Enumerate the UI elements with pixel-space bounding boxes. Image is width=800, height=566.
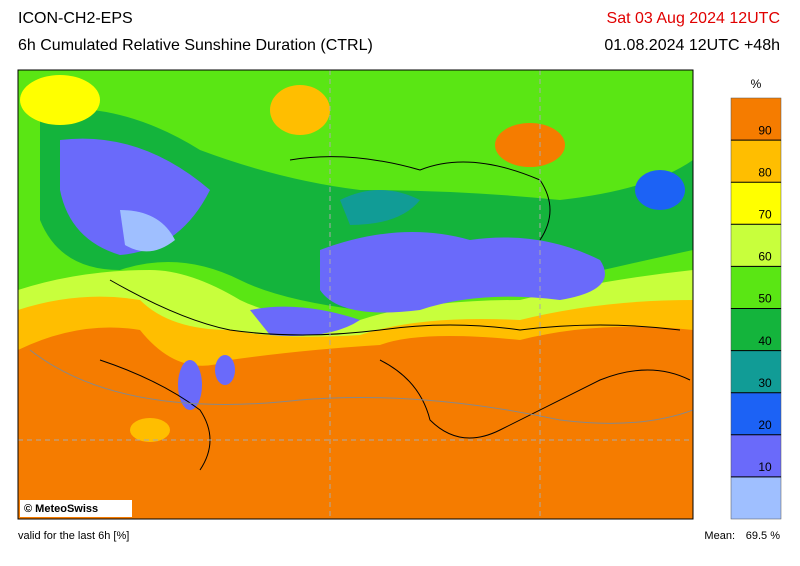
footer-note: valid for the last 6h [%] [18, 530, 129, 542]
colorbar-tick-label: 90 [758, 123, 772, 137]
colorbar-tick-label: 20 [758, 418, 772, 432]
model-title: ICON-CH2-EPS [18, 10, 133, 27]
run-info: 01.08.2024 12UTC +48h [604, 37, 780, 54]
colorbar-bin [730, 224, 782, 267]
colorbar-bin [730, 434, 782, 478]
colorbar-tick-label: 60 [758, 250, 772, 264]
colorbar: % 10 20 30 40 50 60 70 80 90 [730, 77, 782, 520]
colorbar-bin [730, 139, 782, 183]
colorbar-bin [730, 350, 782, 393]
map: © MeteoSwiss [17, 69, 694, 520]
colorbar-bin [730, 476, 782, 520]
colorbar-bin [730, 266, 782, 309]
colorbar-tick-label: 30 [758, 376, 772, 390]
mean-value: 69.5 % [746, 530, 780, 542]
colorbar-tick-label: 10 [758, 460, 772, 474]
product-title: 6h Cumulated Relative Sunshine Duration … [18, 37, 373, 54]
mean-label: Mean: [704, 530, 735, 542]
colorbar-tick-label: 40 [758, 334, 772, 348]
colorbar-tick-label: 50 [758, 292, 772, 306]
colorbar-tick-label: 70 [758, 207, 772, 221]
colorbar-bin [730, 392, 782, 436]
legend-unit: % [751, 77, 762, 91]
copyright: © MeteoSwiss [24, 503, 98, 515]
colorbar-bin [730, 308, 782, 351]
valid-date: Sat 03 Aug 2024 12UTC [607, 10, 780, 27]
colorbar-bin [730, 97, 782, 141]
colorbar-tick-label: 80 [758, 165, 772, 179]
colorbar-bin [730, 181, 782, 225]
